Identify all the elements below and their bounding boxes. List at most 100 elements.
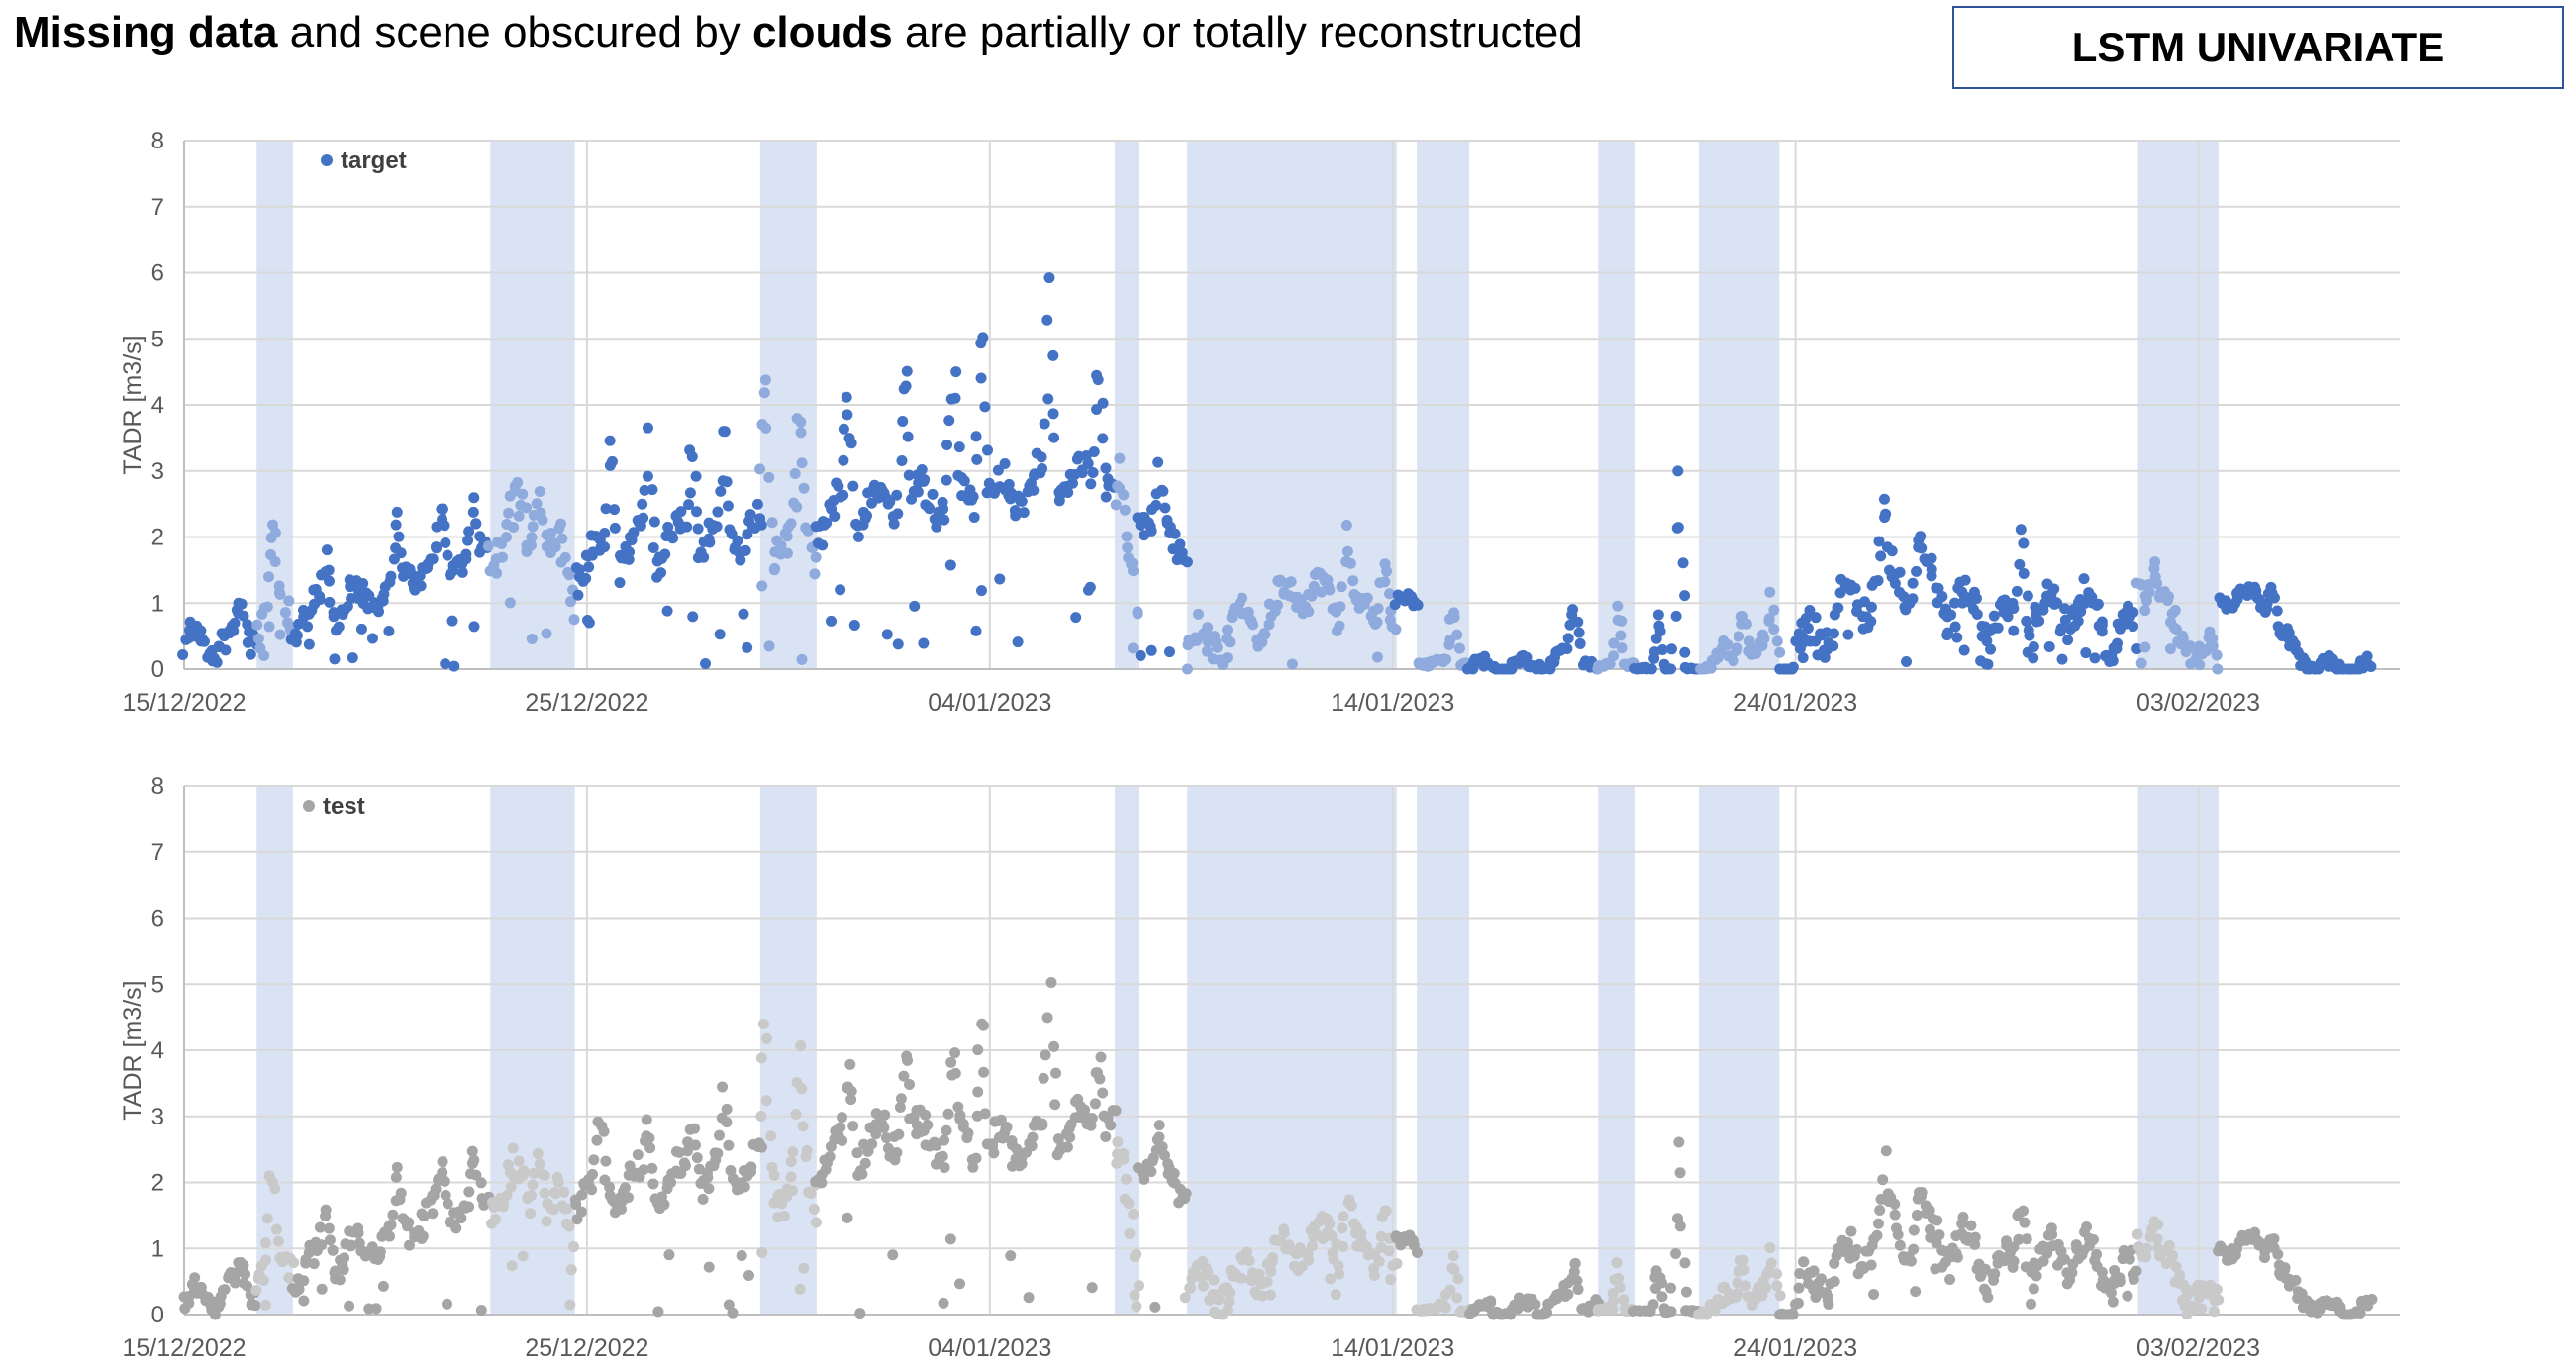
data-point: [1656, 1291, 1668, 1303]
data-point: [941, 1124, 952, 1136]
data-point: [1198, 1280, 1210, 1292]
data-point: [693, 1163, 705, 1175]
data-point: [415, 580, 427, 592]
data-point: [829, 511, 841, 523]
data-point: [1828, 640, 1839, 652]
data-point: [272, 1235, 284, 1247]
data-point: [316, 1283, 328, 1295]
data-point: [999, 457, 1011, 469]
data-point: [638, 512, 649, 524]
y-tick-label: 6: [151, 906, 164, 932]
data-point: [703, 1183, 715, 1195]
data-point: [1645, 663, 1657, 675]
data-point: [723, 1299, 735, 1311]
data-point: [2018, 567, 2030, 579]
data-point: [501, 1190, 513, 1202]
data-point: [949, 1047, 961, 1059]
data-point: [894, 1101, 906, 1113]
data-point: [2139, 641, 2151, 653]
data-point: [904, 1078, 916, 1090]
data-point: [808, 1204, 820, 1216]
data-point: [1003, 478, 1015, 490]
data-point: [1028, 484, 1040, 496]
data-point: [738, 608, 749, 620]
data-point: [2021, 615, 2032, 627]
data-point: [1027, 1131, 1039, 1143]
data-point: [314, 1221, 326, 1233]
data-point: [949, 392, 961, 404]
chart-panel-test: 0 1 2 3 4 5 6 7 8 15/12/2022 25/12/2022 04/01/2023 1…: [119, 773, 2400, 1362]
data-point: [2051, 597, 2063, 609]
data-point: [1612, 600, 1624, 612]
data-point: [870, 1128, 882, 1140]
data-point: [1680, 1286, 1692, 1298]
data-point: [1886, 545, 1898, 557]
data-point: [1302, 1248, 1314, 1260]
data-point: [785, 1171, 797, 1183]
data-point: [245, 648, 256, 660]
legend-label: test: [323, 793, 365, 820]
y-axis-label: TADR [m3/s]: [119, 980, 147, 1120]
data-point: [1047, 349, 1059, 361]
y-tick-label: 8: [151, 128, 164, 154]
data-point: [1243, 1255, 1255, 1267]
data-point: [712, 1147, 724, 1159]
data-point: [576, 1189, 588, 1201]
data-point: [1042, 393, 1054, 405]
data-point: [1894, 566, 1906, 578]
data-point: [972, 1044, 984, 1056]
y-tick-label: 8: [151, 773, 164, 800]
data-point: [1615, 630, 1627, 641]
data-point: [598, 1125, 610, 1137]
data-point: [2018, 537, 2030, 549]
data-point: [844, 1058, 856, 1070]
data-point: [992, 464, 1004, 476]
y-tick-label: 7: [151, 839, 164, 866]
data-point: [1100, 1131, 1112, 1143]
data-point: [2163, 1239, 2175, 1251]
y-tick-label: 7: [151, 194, 164, 221]
data-point: [944, 1233, 956, 1245]
data-point: [1851, 1243, 1863, 1255]
data-point: [1880, 508, 1892, 520]
data-point: [2131, 1228, 2143, 1240]
data-point: [455, 1213, 467, 1224]
data-point: [644, 1132, 655, 1144]
data-point: [759, 374, 771, 386]
data-point: [702, 1172, 714, 1184]
data-point: [1278, 1223, 1290, 1235]
data-point: [836, 1112, 847, 1124]
data-point: [754, 463, 766, 475]
data-point: [2066, 1267, 2078, 1279]
data-point: [417, 1230, 429, 1242]
data-point: [1076, 467, 1088, 479]
data-point: [1971, 609, 1983, 621]
data-point: [316, 1239, 328, 1251]
data-point: [2131, 643, 2143, 655]
data-point: [1089, 1098, 1101, 1110]
data-point: [950, 366, 962, 378]
y-tick-label: 3: [151, 1104, 164, 1130]
data-point: [787, 1146, 799, 1158]
data-point: [1665, 1282, 1677, 1294]
data-point: [2354, 1307, 2366, 1319]
data-point: [976, 1018, 988, 1029]
data-point: [1787, 1308, 1799, 1319]
data-point: [1567, 604, 1579, 616]
data-point: [1092, 374, 1104, 386]
data-point: [1665, 1306, 1677, 1318]
data-point: [261, 601, 273, 613]
data-point: [1916, 1187, 1928, 1199]
data-point: [1100, 491, 1112, 503]
data-point: [2018, 1205, 2030, 1217]
legend-marker: [303, 800, 315, 812]
data-point: [2011, 585, 2023, 597]
data-point: [2124, 1253, 2135, 1265]
data-point: [663, 1249, 675, 1261]
data-point: [697, 1193, 709, 1205]
data-point: [517, 488, 529, 500]
data-point: [2087, 1233, 2099, 1245]
data-point: [575, 1206, 587, 1218]
data-point: [1045, 976, 1057, 988]
data-point: [427, 1208, 439, 1220]
